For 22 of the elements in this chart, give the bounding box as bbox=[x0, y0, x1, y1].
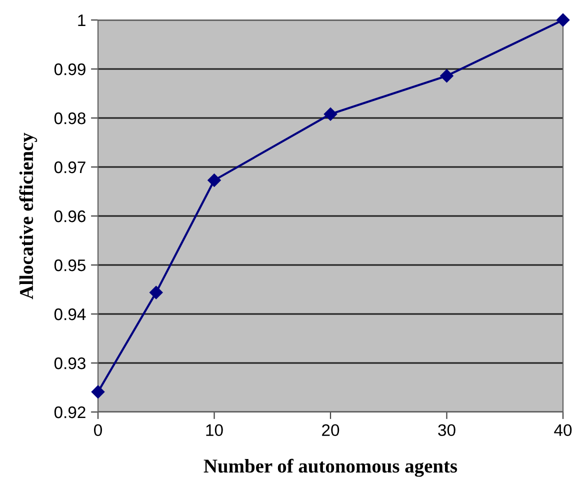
y-tick-label: 0.98 bbox=[54, 112, 86, 124]
point bbox=[91, 385, 105, 398]
point bbox=[324, 107, 338, 121]
y-axis-title: Allocative efficiency bbox=[19, 132, 38, 300]
x-tick-label: 0 bbox=[94, 424, 102, 436]
y-tick-label: 0.99 bbox=[54, 63, 86, 76]
x-axis-title: Number of autonomous agents bbox=[204, 458, 458, 477]
x-tick-label: 40 bbox=[554, 424, 572, 436]
point bbox=[208, 174, 221, 187]
y-tick-label: 0.97 bbox=[54, 161, 86, 174]
y-tick-label: 0.96 bbox=[54, 210, 86, 222]
point bbox=[556, 13, 570, 27]
y-tick-label: 0.92 bbox=[54, 406, 86, 418]
y-tick-label: 0.95 bbox=[54, 259, 86, 272]
x-tick-label: 20 bbox=[322, 424, 340, 436]
x-tick-label: 10 bbox=[206, 424, 223, 436]
y-tick-label: 1 bbox=[78, 14, 86, 26]
y-tick-label: 0.93 bbox=[54, 357, 86, 370]
y-tick-label: 0.94 bbox=[54, 308, 86, 320]
point bbox=[440, 69, 454, 82]
point bbox=[150, 286, 163, 300]
x-tick-label: 30 bbox=[438, 424, 456, 436]
